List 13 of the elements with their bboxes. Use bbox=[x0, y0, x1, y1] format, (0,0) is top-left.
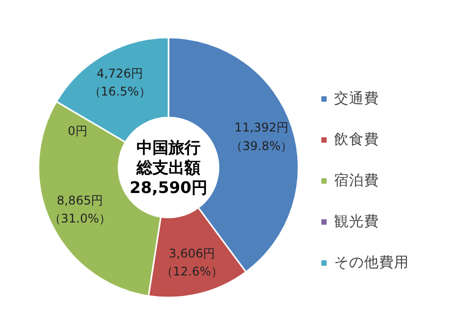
data-label: 8,865円（31.0%） bbox=[48, 193, 111, 226]
legend-label: 交通費 bbox=[334, 89, 379, 108]
text: 総支出額 bbox=[136, 158, 200, 177]
legend-label: 飲食費 bbox=[334, 130, 379, 149]
data-label: 11,392円（39.8%） bbox=[230, 120, 293, 153]
data-label: 4,726円（16.5%） bbox=[88, 66, 151, 99]
text: 0円 bbox=[68, 124, 88, 138]
data-label: 3,606円（12.6%） bbox=[160, 246, 224, 279]
legend-label: その他費用 bbox=[334, 253, 409, 272]
text: 28,590円 bbox=[130, 178, 208, 197]
legend-label: 宿泊費 bbox=[334, 171, 379, 190]
legend-label: 観光費 bbox=[334, 212, 379, 231]
text: 中国旅行 bbox=[136, 138, 200, 157]
